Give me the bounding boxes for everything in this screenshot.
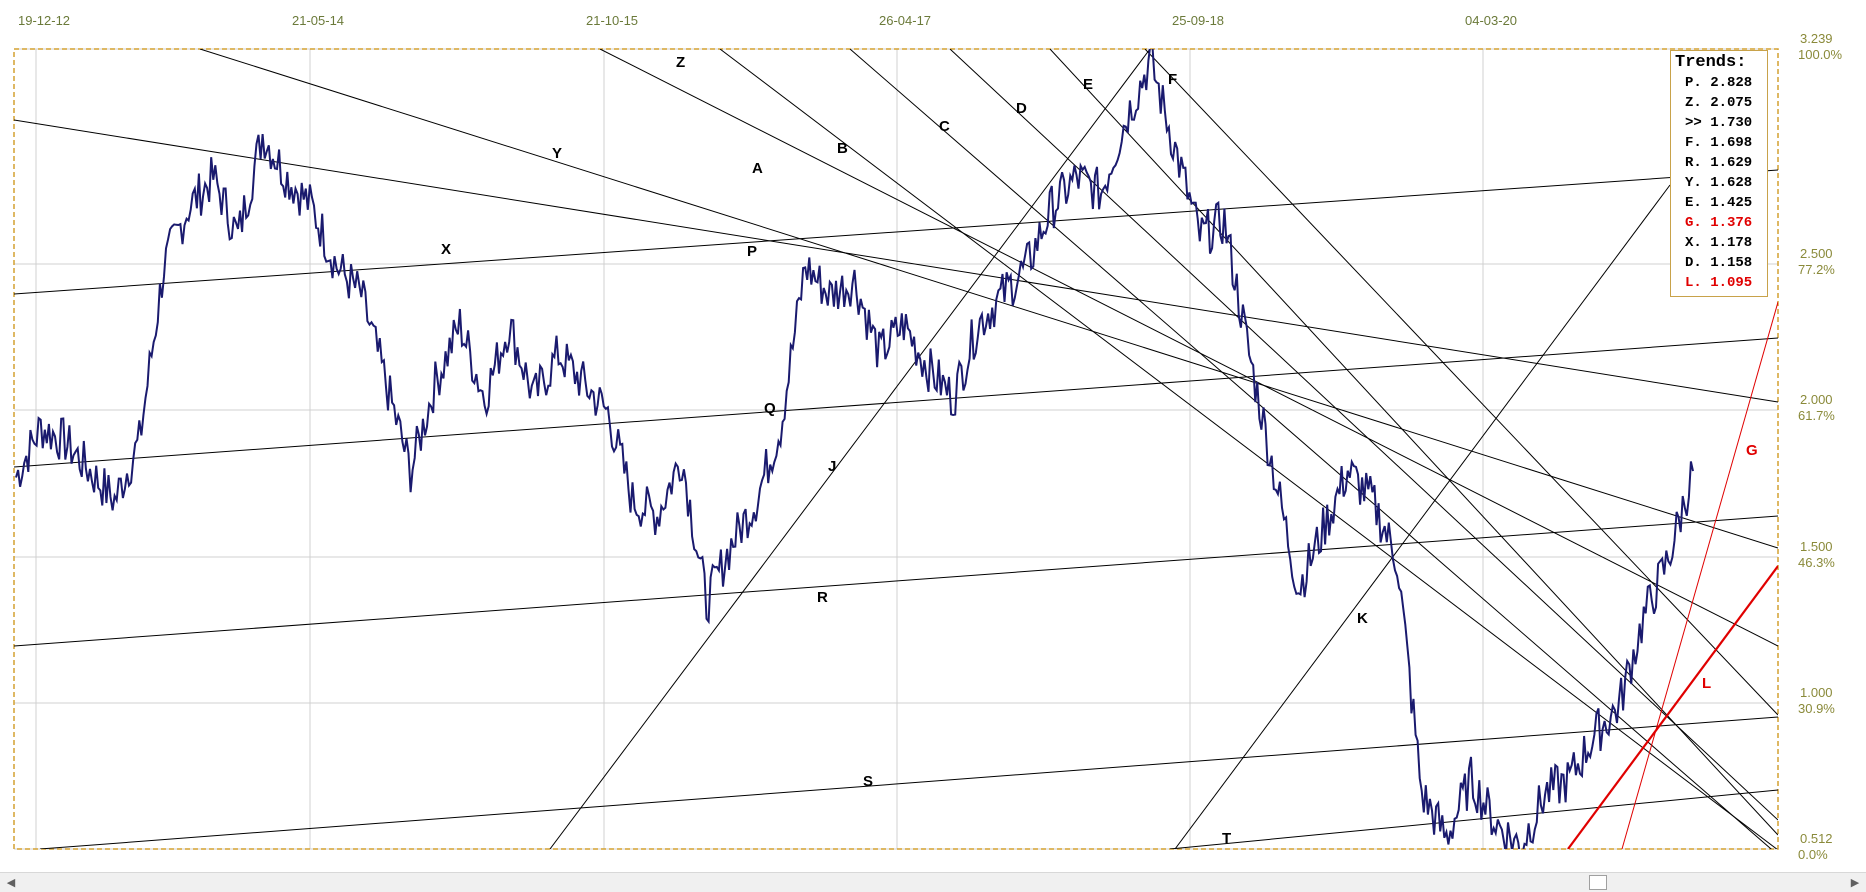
trend-line <box>1169 789 1778 849</box>
scrollbar-thumb[interactable] <box>1589 875 1607 890</box>
trend-line <box>719 49 1778 849</box>
trend-label: T <box>1222 830 1231 847</box>
trends-list: P. 2.828 Z. 2.075 >> 1.730 F. 1.698 R. 1.629… <box>1675 73 1763 293</box>
trend-line <box>949 49 1778 821</box>
trends-title: Trends: <box>1675 53 1747 72</box>
price-tick-label: 1.500 <box>1800 539 1833 554</box>
trend-label: L <box>1702 675 1711 692</box>
percent-tick-label: 100.0% <box>1798 47 1843 62</box>
highlight-trend-line <box>1621 301 1778 849</box>
trend-line <box>39 716 1778 849</box>
trend-line <box>849 49 1772 849</box>
trend-line <box>14 119 1778 403</box>
trend-label: R <box>817 589 828 606</box>
date-tick-label: 04-03-20 <box>1465 13 1517 28</box>
trend-line <box>1174 184 1671 849</box>
trend-label: B <box>837 140 848 157</box>
date-tick-label: 21-10-15 <box>586 13 638 28</box>
date-tick-label: 21-05-14 <box>292 13 344 28</box>
price-series-line <box>15 49 1694 849</box>
trend-label: X <box>441 241 451 258</box>
trend-label: Q <box>764 400 776 417</box>
trend-line <box>14 169 1778 295</box>
trend-row: G. 1.376 <box>1685 215 1753 231</box>
trend-line <box>14 337 1778 468</box>
trends-panel: Trends: P. 2.828 Z. 2.075 >> 1.730 F. 1.698… <box>1670 50 1768 297</box>
trend-line <box>1144 49 1778 716</box>
trend-row: D. 1.158 <box>1685 255 1753 271</box>
trend-row: R. 1.629 <box>1685 155 1753 171</box>
trend-label: G <box>1746 442 1758 459</box>
trend-lines <box>14 49 1778 849</box>
trend-label: P <box>747 243 757 260</box>
percent-tick-label: 77.2% <box>1798 262 1835 277</box>
horizontal-scrollbar[interactable]: ◀ ▶ <box>0 872 1866 892</box>
price-tick-label: 0.512 <box>1800 831 1833 846</box>
date-tick-label: 26-04-17 <box>879 13 931 28</box>
highlight-trend-line <box>1567 565 1778 849</box>
trend-line <box>599 49 1778 647</box>
trend-line-labels: Z Y X A B C D E F P Q J R K S T G L <box>441 54 1758 847</box>
price-tick-label: 3.239 <box>1800 31 1833 46</box>
plot-frame <box>13 48 1779 850</box>
trend-line <box>549 49 1151 849</box>
price-tick-label: 2.500 <box>1800 246 1833 261</box>
percent-tick-label: 46.3% <box>1798 555 1835 570</box>
date-tick-label: 25-09-18 <box>1172 13 1224 28</box>
price-tick-label: 1.000 <box>1800 685 1833 700</box>
trend-label: D <box>1016 100 1027 117</box>
trend-row: E. 1.425 <box>1685 195 1753 211</box>
trend-line <box>1049 49 1778 836</box>
x-axis-date-labels: 19-12-12 21-05-14 21-10-15 26-04-17 25-09-18… <box>18 13 1517 28</box>
date-tick-label: 19-12-12 <box>18 13 70 28</box>
trend-row: P. 2.828 <box>1685 75 1753 91</box>
trend-label: C <box>939 118 950 135</box>
scroll-right-arrow-icon[interactable]: ▶ <box>1850 876 1860 889</box>
trend-line <box>14 515 1778 647</box>
trend-label: K <box>1357 610 1368 627</box>
trend-label: F <box>1168 71 1177 88</box>
grid <box>14 48 1778 850</box>
trend-row: X. 1.178 <box>1685 235 1753 251</box>
trend-label: S <box>863 773 873 790</box>
trend-label: Z <box>676 54 685 71</box>
percent-tick-label: 30.9% <box>1798 701 1835 716</box>
percent-tick-label: 61.7% <box>1798 408 1835 423</box>
trend-row: Y. 1.628 <box>1685 175 1753 191</box>
trend-label: J <box>828 458 836 475</box>
trend-row: Z. 2.075 <box>1685 95 1753 111</box>
trend-row: L. 1.095 <box>1685 275 1753 291</box>
price-tick-label: 2.000 <box>1800 392 1833 407</box>
trend-line <box>199 49 1778 549</box>
trend-row: >> 1.730 <box>1685 115 1753 131</box>
trend-label: Y <box>552 145 562 162</box>
percent-tick-label: 0.0% <box>1798 847 1828 862</box>
trend-label: A <box>752 160 763 177</box>
trend-row: F. 1.698 <box>1685 135 1753 151</box>
trend-label: E <box>1083 76 1093 93</box>
chart-canvas: 19-12-12 21-05-14 21-10-15 26-04-17 25-09-18… <box>13 13 1843 862</box>
scroll-left-arrow-icon[interactable]: ◀ <box>6 876 16 889</box>
